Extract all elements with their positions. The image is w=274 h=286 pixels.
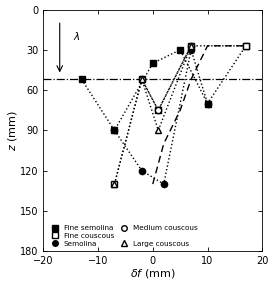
Y-axis label: $z$ (mm): $z$ (mm) bbox=[5, 110, 19, 151]
Text: $\lambda$: $\lambda$ bbox=[73, 30, 81, 42]
Legend: Fine semolina, Fine couscous, Semolina, Medium couscous, , Large couscous: Fine semolina, Fine couscous, Semolina, … bbox=[47, 224, 198, 248]
X-axis label: $\delta f$ (mm): $\delta f$ (mm) bbox=[130, 267, 176, 281]
